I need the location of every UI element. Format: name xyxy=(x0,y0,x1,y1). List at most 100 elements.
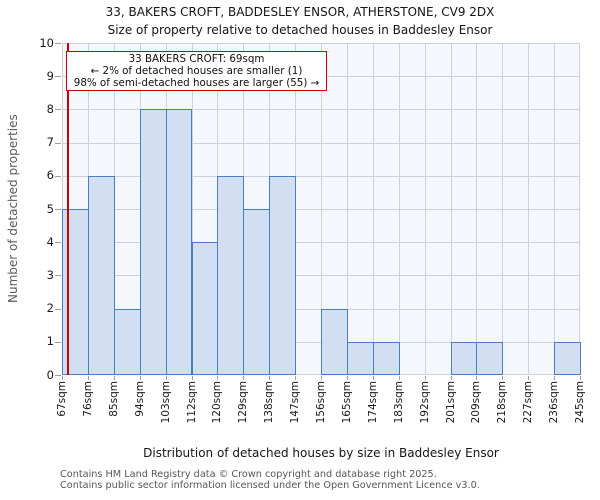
gridline-vertical xyxy=(373,43,374,375)
annotation-larger-stat: 98% of semi-detached houses are larger (… xyxy=(73,77,320,90)
gridline-vertical xyxy=(347,43,348,375)
y-tick-label: 0 xyxy=(46,367,54,382)
histogram-bar xyxy=(87,175,115,375)
gridline-vertical xyxy=(451,43,452,375)
gridline-vertical xyxy=(554,43,555,375)
histogram-bar xyxy=(165,109,193,375)
x-tick-mark xyxy=(502,376,503,380)
x-tick-label: 156sqm xyxy=(315,381,327,424)
y-axis-label: Number of detached properties xyxy=(6,114,20,304)
histogram-bar xyxy=(321,308,348,375)
y-tick-label: 5 xyxy=(46,201,54,216)
x-tick-label: 129sqm xyxy=(237,381,250,424)
y-tick-mark xyxy=(55,209,61,210)
x-tick-label: 227sqm xyxy=(522,381,535,424)
x-tick-label: 120sqm xyxy=(211,381,224,424)
x-tick-label: 174sqm xyxy=(366,381,379,424)
x-tick-label: 85sqm xyxy=(107,381,120,417)
x-tick-label: 94sqm xyxy=(133,381,146,417)
plot-area xyxy=(62,43,581,375)
gridline-vertical xyxy=(425,43,426,375)
y-tick-mark xyxy=(55,143,61,144)
histogram-bar xyxy=(113,308,141,375)
x-tick-mark xyxy=(243,376,244,380)
x-tick-mark xyxy=(554,376,555,380)
gridline-vertical xyxy=(528,43,529,375)
x-tick-label: 201sqm xyxy=(444,381,457,424)
gridline-vertical xyxy=(321,43,322,375)
histogram-bar xyxy=(476,341,504,375)
y-tick-mark xyxy=(55,375,61,376)
y-tick-mark xyxy=(55,76,61,77)
histogram-bar xyxy=(554,341,581,375)
x-tick-mark xyxy=(88,376,89,380)
y-tick-mark xyxy=(55,176,61,177)
y-tick-label: 2 xyxy=(46,301,54,316)
x-tick-mark xyxy=(269,376,270,380)
y-tick-label: 1 xyxy=(46,334,54,349)
x-tick-label: 165sqm xyxy=(340,381,353,424)
x-tick-label: 138sqm xyxy=(263,381,276,424)
x-tick-mark xyxy=(114,376,115,380)
y-tick-mark xyxy=(55,309,61,310)
histogram-bar xyxy=(269,175,297,375)
x-tick-label: 112sqm xyxy=(185,381,198,424)
y-tick-label: 9 xyxy=(46,68,54,83)
x-tick-mark xyxy=(451,376,452,380)
gridline-vertical xyxy=(192,43,193,375)
y-tick-label: 4 xyxy=(46,234,54,249)
x-tick-label: 183sqm xyxy=(392,381,405,424)
x-tick-label: 103sqm xyxy=(159,381,172,424)
x-tick-label: 218sqm xyxy=(496,381,509,424)
histogram-bar xyxy=(139,109,167,375)
x-tick-label: 209sqm xyxy=(470,381,483,424)
y-tick-mark xyxy=(55,275,61,276)
x-tick-mark xyxy=(217,376,218,380)
x-tick-label: 147sqm xyxy=(289,381,302,424)
annotation-box: 33 BAKERS CROFT: 69sqm ← 2% of detached … xyxy=(66,51,327,91)
subject-size-marker-line xyxy=(66,43,69,375)
x-tick-label: 236sqm xyxy=(548,381,561,424)
x-tick-mark xyxy=(580,376,581,380)
x-tick-mark xyxy=(321,376,322,380)
x-tick-label: 67sqm xyxy=(56,381,68,417)
histogram-bar xyxy=(217,175,245,375)
x-tick-mark xyxy=(399,376,400,380)
histogram-bar xyxy=(191,242,219,375)
x-tick-label: 192sqm xyxy=(418,381,431,424)
histogram-bar xyxy=(450,341,478,375)
x-tick-mark xyxy=(295,376,296,380)
x-tick-label: 245sqm xyxy=(574,381,586,424)
x-tick-mark xyxy=(425,376,426,380)
y-tick-label: 6 xyxy=(46,168,54,183)
x-tick-mark xyxy=(476,376,477,380)
histogram-bar xyxy=(346,341,374,375)
x-tick-mark xyxy=(347,376,348,380)
y-tick-mark xyxy=(55,342,61,343)
x-tick-mark xyxy=(192,376,193,380)
annotation-smaller-stat: ← 2% of detached houses are smaller (1) xyxy=(90,65,303,78)
page-title: 33, BAKERS CROFT, BADDESLEY ENSOR, ATHER… xyxy=(105,5,495,19)
x-tick-mark xyxy=(140,376,141,380)
y-tick-mark xyxy=(55,109,61,110)
footer-attribution-2: Contains public sector information licen… xyxy=(60,480,480,491)
x-tick-mark xyxy=(528,376,529,380)
y-tick-mark xyxy=(55,242,61,243)
y-tick-label: 3 xyxy=(46,267,54,282)
x-tick-mark xyxy=(166,376,167,380)
x-tick-mark xyxy=(62,376,63,380)
page-subtitle: Size of property relative to detached ho… xyxy=(107,23,493,37)
footer-attribution-1: Contains HM Land Registry data © Crown c… xyxy=(60,469,437,480)
gridline-vertical xyxy=(476,43,477,375)
gridline-vertical xyxy=(399,43,400,375)
x-tick-mark xyxy=(373,376,374,380)
annotation-property-size: 33 BAKERS CROFT: 69sqm xyxy=(128,53,265,65)
y-tick-label: 10 xyxy=(39,35,54,50)
gridline-vertical xyxy=(502,43,503,375)
y-tick-label: 8 xyxy=(46,101,54,116)
gridline-vertical xyxy=(579,43,580,375)
y-tick-mark xyxy=(55,43,61,44)
histogram-bar xyxy=(372,341,400,375)
x-axis-title: Distribution of detached houses by size … xyxy=(143,446,499,460)
